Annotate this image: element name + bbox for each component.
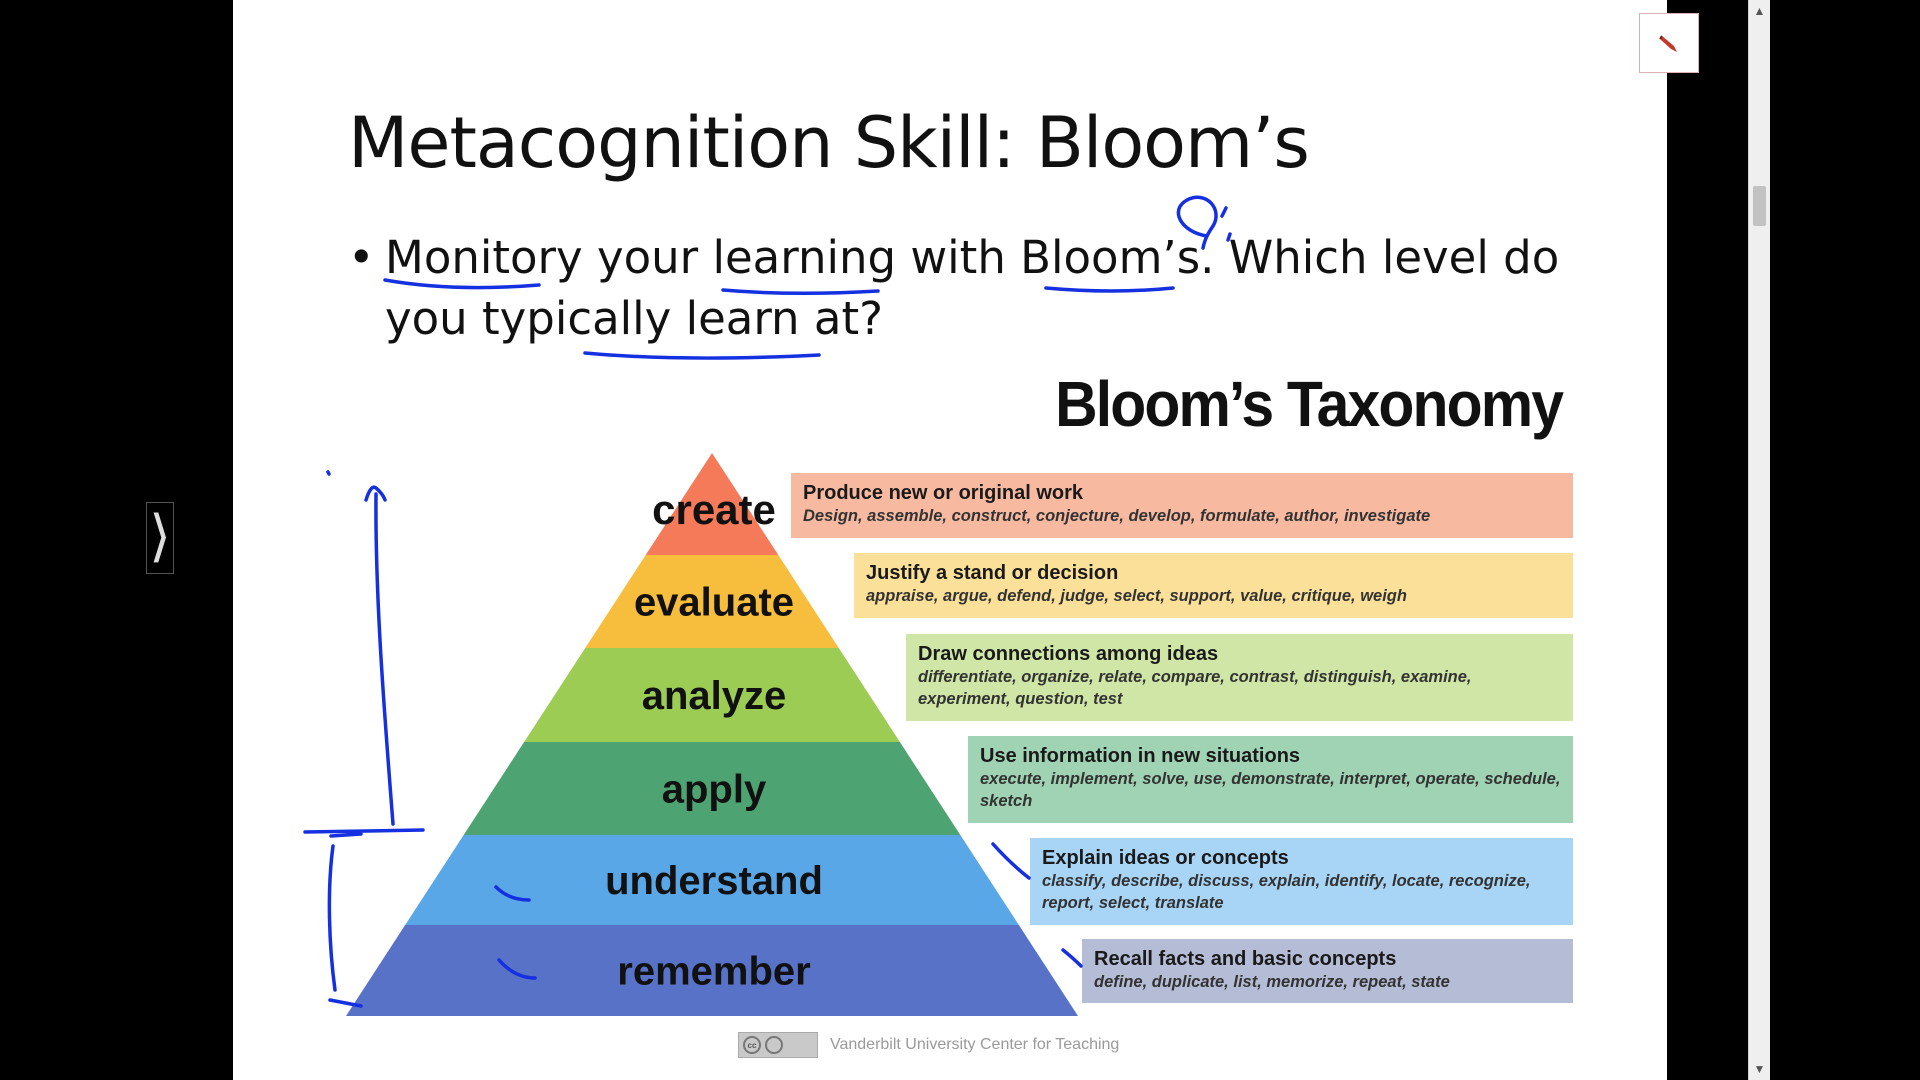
- level-description: Use information in new situations: [980, 745, 1301, 767]
- level-description: Draw connections among ideas: [918, 643, 1219, 665]
- bloom-pyramid: create evaluate analyze apply understand…: [346, 453, 1078, 1016]
- level-box-remember: Recall facts and basic concepts define, …: [1082, 939, 1573, 1003]
- bullet-marker: •: [348, 231, 375, 284]
- level-box-understand: Explain ideas or concepts classify, desc…: [1030, 838, 1573, 925]
- level-verbs: execute, implement, solve, use, demonstr…: [980, 770, 1561, 810]
- pyramid-label-analyze: analyze: [642, 674, 787, 718]
- level-verbs: appraise, argue, defend, judge, select, …: [866, 587, 1407, 605]
- credit-line: cc Vanderbilt University Center for Teac…: [738, 1032, 1119, 1058]
- vertical-scrollbar[interactable]: ▲ ▼: [1748, 0, 1770, 1080]
- scroll-down-button[interactable]: ▼: [1753, 1062, 1766, 1076]
- level-description: Explain ideas or concepts: [1042, 847, 1289, 869]
- pyramid-tier-create: [645, 453, 779, 555]
- level-verbs: define, duplicate, list, memorize, repea…: [1094, 973, 1450, 991]
- cc-license-badge: cc: [738, 1032, 818, 1058]
- pyramid-label-create: create: [652, 486, 776, 533]
- pyramid-tier-analyze: [524, 648, 900, 742]
- pen-tool-icon: [1659, 35, 1677, 52]
- scroll-thumb[interactable]: [1753, 186, 1766, 226]
- cc-icon: cc: [743, 1036, 761, 1054]
- level-description: Recall facts and basic concepts: [1094, 948, 1397, 970]
- pyramid-label-understand: understand: [605, 859, 823, 903]
- bullet-text: Monitory your learning with Bloom’s. Whi…: [385, 231, 1560, 345]
- level-description: Produce new or original work: [803, 482, 1084, 504]
- scroll-up-button[interactable]: ▲: [1753, 4, 1766, 18]
- level-box-apply: Use information in new situations execut…: [968, 736, 1573, 823]
- slide-bullet: • Monitory your learning with Bloom’s. W…: [348, 227, 1578, 349]
- level-box-evaluate: Justify a stand or decision appraise, ar…: [854, 553, 1573, 618]
- toggle-panel-button[interactable]: ⟩: [146, 502, 174, 574]
- slide: Metacognition Skill: Bloom’s • Monitory …: [233, 0, 1667, 1080]
- pyramid-label-apply: apply: [662, 768, 767, 812]
- level-verbs: classify, describe, discuss, explain, id…: [1042, 872, 1531, 912]
- attribution-icon: [765, 1036, 783, 1054]
- level-box-create: Produce new or original work Design, ass…: [791, 473, 1573, 538]
- pyramid-tier-understand: [405, 835, 1019, 925]
- pyramid-tier-remember: [346, 925, 1078, 1016]
- pyramid-label-remember: remember: [617, 950, 810, 994]
- slide-title: Metacognition Skill: Bloom’s: [348, 102, 1310, 184]
- credit-text: Vanderbilt University Center for Teachin…: [830, 1036, 1120, 1053]
- level-description: Justify a stand or decision: [866, 562, 1119, 584]
- taxonomy-title: Bloom’s Taxonomy: [1054, 368, 1564, 440]
- level-verbs: Design, assemble, construct, conjecture,…: [803, 507, 1431, 525]
- level-box-analyze: Draw connections among ideas differentia…: [906, 634, 1573, 721]
- pyramid-tier-apply: [463, 742, 961, 835]
- pyramid-tier-evaluate: [585, 555, 839, 648]
- pyramid-label-evaluate: evaluate: [634, 581, 794, 625]
- pen-tool-button[interactable]: [1639, 13, 1699, 73]
- level-verbs: differentiate, organize, relate, compare…: [918, 668, 1472, 708]
